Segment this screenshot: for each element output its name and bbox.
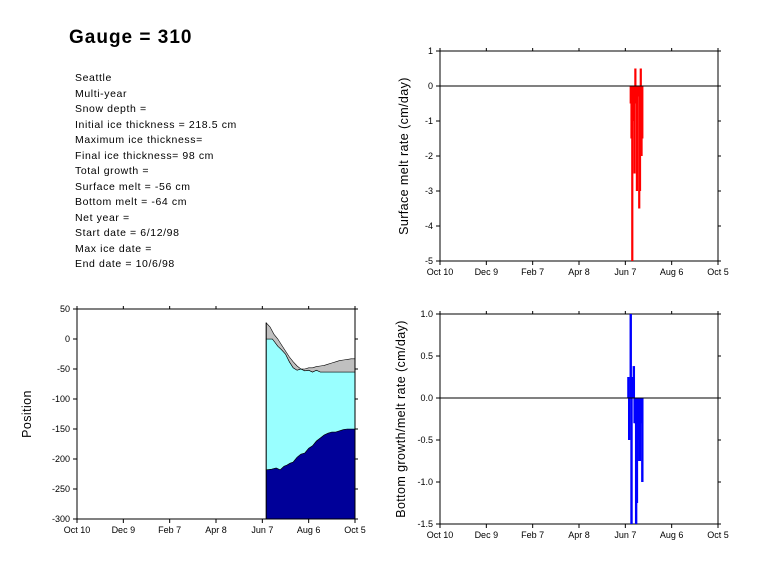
- x-tick-label: Aug 6: [297, 525, 321, 535]
- y-tick-label: -0.5: [417, 435, 433, 445]
- y-tick-label: -1: [425, 116, 433, 126]
- y-tick-label: 1.0: [420, 309, 433, 319]
- x-tick-label: Oct 10: [427, 530, 454, 540]
- y-tick-label: 0.0: [420, 393, 433, 403]
- rate-bar: [627, 377, 630, 398]
- y-tick-label: -300: [52, 514, 70, 524]
- x-tick-label: Apr 8: [205, 525, 227, 535]
- x-tick-label: Dec 9: [475, 530, 499, 540]
- rate-bar: [641, 398, 644, 482]
- x-tick-label: Oct 10: [427, 267, 454, 277]
- y-tick-label: -50: [57, 364, 70, 374]
- snow-area: [265, 322, 356, 373]
- x-tick-label: Jun 7: [614, 267, 636, 277]
- rate-bar: [630, 398, 633, 524]
- x-tick-label: Jun 7: [251, 525, 273, 535]
- x-tick-label: Jun 7: [614, 530, 636, 540]
- rate-bar: [639, 68, 642, 86]
- x-tick-label: Oct 5: [707, 267, 729, 277]
- x-tick-label: Apr 8: [568, 530, 590, 540]
- info-line-net-year: Net year =: [75, 211, 130, 224]
- info-line-surface-melt: Surface melt = -56 cm: [75, 180, 191, 193]
- info-panel: Seattle Multi-year Snow depth = Initial …: [75, 71, 237, 273]
- info-line-max-thickness: Maximum ice thickness=: [75, 134, 203, 146]
- y-tick-label: -1.0: [417, 477, 433, 487]
- info-line-end-date: End date = 10/6/98: [75, 258, 175, 270]
- x-tick-label: Oct 5: [344, 525, 366, 535]
- y-tick-label: -2: [425, 151, 433, 161]
- y-tick-label: -250: [52, 484, 70, 494]
- x-tick-label: Aug 6: [660, 267, 684, 277]
- x-tick-label: Feb 7: [521, 267, 544, 277]
- x-tick-label: Oct 10: [64, 525, 91, 535]
- info-line-initial-thickness: Initial ice thickness = 218.5 cm: [75, 118, 237, 131]
- y-axis-label: Position: [20, 390, 34, 438]
- page-title: Gauge = 310: [69, 27, 193, 48]
- rate-bar: [635, 398, 639, 503]
- x-tick-label: Feb 7: [521, 530, 544, 540]
- x-tick-label: Oct 5: [707, 530, 729, 540]
- info-line-bottom-melt: Bottom melt = -64 cm: [75, 196, 188, 208]
- info-line-final-thickness: Final ice thickness= 98 cm: [75, 149, 215, 162]
- plot-frame: [439, 313, 719, 525]
- info-line-total-growth: Total growth =: [75, 165, 150, 177]
- x-tick-label: Feb 7: [158, 525, 181, 535]
- x-tick-label: Apr 8: [568, 267, 590, 277]
- info-line-max-ice-date: Max ice date =: [75, 242, 152, 255]
- y-tick-label: -150: [52, 424, 70, 434]
- info-line-ice-type: Multi-year: [75, 87, 128, 100]
- y-tick-label: 0: [65, 334, 70, 344]
- rate-bar: [635, 86, 639, 191]
- rate-bar: [633, 86, 636, 174]
- y-tick-label: -3: [425, 186, 433, 196]
- info-line-start-date: Start date = 6/12/98: [75, 227, 180, 239]
- y-axis-label: Surface melt rate (cm/day): [397, 77, 411, 235]
- rate-bar: [631, 86, 634, 261]
- info-line-snow-depth: Snow depth =: [75, 103, 147, 115]
- rate-bar: [632, 366, 636, 398]
- y-tick-label: -200: [52, 454, 70, 464]
- rate-bar: [629, 314, 632, 398]
- plot-frame: [439, 50, 719, 262]
- info-line-location: Seattle: [75, 72, 112, 84]
- y-tick-label: 0.5: [420, 351, 433, 361]
- rate-bar: [634, 68, 637, 86]
- x-tick-label: Dec 9: [112, 525, 136, 535]
- y-axis-label: Bottom growth/melt rate (cm/day): [394, 320, 408, 518]
- x-tick-label: Dec 9: [475, 267, 499, 277]
- y-tick-label: -4: [425, 221, 433, 231]
- rate-bar: [638, 86, 642, 191]
- x-tick-label: Aug 6: [660, 530, 684, 540]
- y-tick-label: -100: [52, 394, 70, 404]
- y-tick-label: 1: [428, 46, 433, 56]
- y-tick-label: -1.5: [417, 519, 433, 529]
- y-tick-label: 0: [428, 81, 433, 91]
- y-tick-label: -5: [425, 256, 433, 266]
- rate-bar: [641, 86, 644, 139]
- rate-bar: [627, 398, 631, 440]
- y-tick-label: 50: [60, 304, 70, 314]
- rate-bar: [638, 398, 642, 461]
